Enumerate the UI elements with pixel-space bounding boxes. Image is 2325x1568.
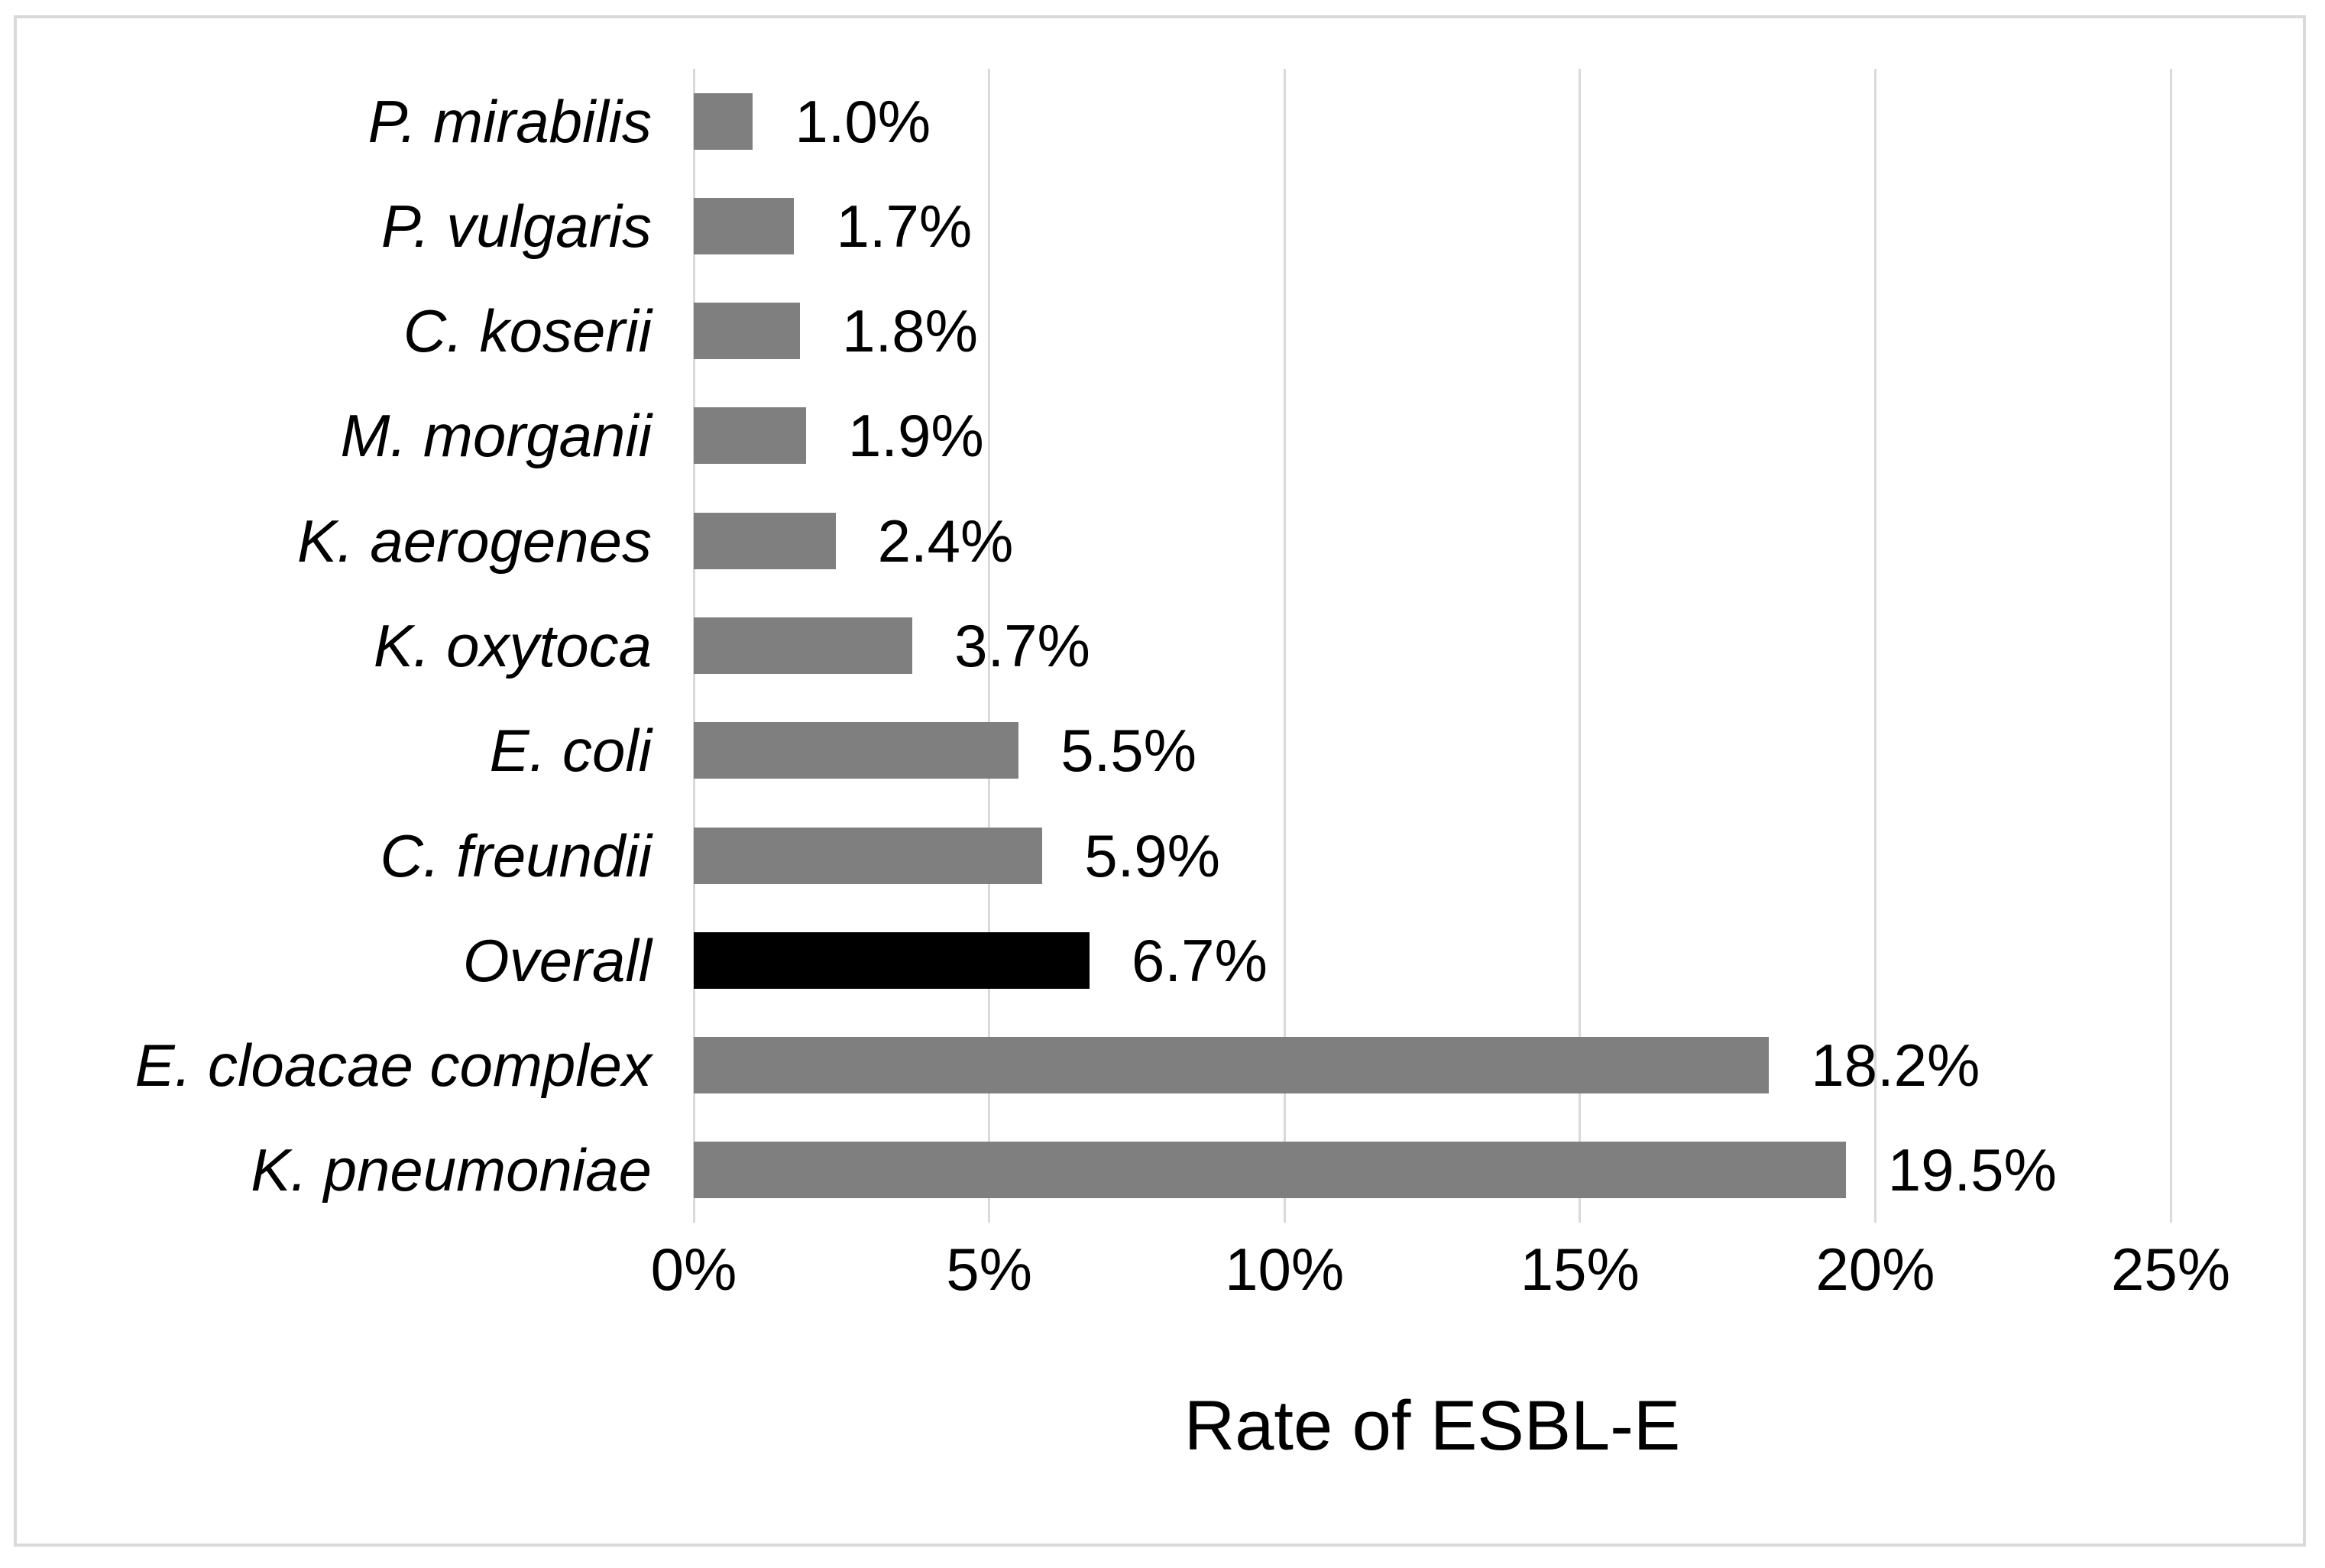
gridline-5% [988,69,991,1223]
bar-k-pneumoniae [694,1142,1846,1199]
bar-value-label-k-aerogenes: 2.4% [877,507,1014,575]
gridline-15% [1579,69,1582,1223]
bar-value-label-p-mirabilis: 1.0% [795,87,931,155]
category-label-k-aerogenes: K. aerogenes [296,507,652,575]
bar-value-label-overall: 6.7% [1132,926,1268,994]
bar-m-morganii [694,407,806,465]
category-label-m-morganii: M. morganii [340,402,652,470]
category-label-p-mirabilis: P. mirabilis [368,87,652,155]
category-label-c-freundii: C. freundii [380,821,652,889]
gridline-20% [1873,69,1877,1223]
category-label-overall: Overall [462,926,652,994]
x-axis-tick-15%: 15% [1520,1236,1640,1303]
category-label-p-vulgaris: P. vulgaris [380,192,652,260]
category-label-e-cloacae-complex: E. cloacae complex [134,1032,652,1100]
bar-row-c-freundii: 5.9% [694,803,2171,908]
bar-e-coli [694,722,1019,779]
bar-k-aerogenes [694,512,836,569]
category-label-k-pneumoniae: K. pneumoniae [251,1136,652,1204]
bar-value-label-c-freundii: 5.9% [1084,821,1220,889]
chart-frame [14,15,2306,1547]
bar-value-label-e-cloacae-complex: 18.2% [1811,1032,1980,1100]
bar-row-m-morganii: 1.9% [694,384,2171,488]
x-axis-tick-20%: 20% [1815,1236,1935,1303]
bar-value-label-m-morganii: 1.9% [847,402,984,470]
bar-row-e-coli: 5.5% [694,698,2171,803]
bar-p-mirabilis [694,92,753,150]
bar-overall [694,931,1090,989]
x-axis-title: Rate of ESBL-E [1184,1387,1681,1465]
gridline-25% [2169,69,2172,1223]
bar-row-p-mirabilis: 1.0% [694,69,2171,173]
category-label-c-koserii: C. koserii [403,297,652,365]
bar-value-label-k-pneumoniae: 19.5% [1887,1136,2057,1204]
bar-value-label-e-coli: 5.5% [1060,717,1197,785]
bar-c-koserii [694,303,801,360]
x-axis-tick-10%: 10% [1225,1236,1345,1303]
category-label-k-oxytoca: K. oxytoca [373,611,652,679]
x-axis-tick-0%: 0% [650,1236,737,1303]
y-axis-category-labels: P. mirabilis P. vulgaris C. koserii M. morg… [0,69,652,1223]
bar-row-k-oxytoca: 3.7% [694,593,2171,698]
x-axis-tick-labels: 0% 5% 10% 15% 20% 25% [651,1236,2230,1308]
plot-area: 1.0% 1.7% 1.8% 1.9% 2.4% 3.7% 5.5% 5.9% 6.7% 18.2… [692,69,2172,1223]
bar-value-label-p-vulgaris: 1.7% [836,192,973,260]
bar-row-k-pneumoniae: 19.5% [694,1118,2171,1223]
bar-row-e-cloacae-complex: 18.2% [694,1012,2171,1117]
category-label-e-coli: E. coli [489,717,652,785]
bar-k-oxytoca [694,617,913,674]
bar-p-vulgaris [694,197,795,254]
bar-e-cloacae-complex [694,1037,1770,1094]
gridline-10% [1283,69,1286,1223]
bar-row-overall: 6.7% [694,908,2171,1012]
x-axis-tick-5%: 5% [946,1236,1032,1303]
x-axis-tick-25%: 25% [2110,1236,2231,1303]
bar-row-c-koserii: 1.8% [694,279,2171,384]
bar-row-p-vulgaris: 1.7% [694,173,2171,278]
bar-row-k-aerogenes: 2.4% [694,488,2171,593]
bar-value-label-c-koserii: 1.8% [842,297,978,365]
bar-value-label-k-oxytoca: 3.7% [954,611,1090,679]
bar-c-freundii [694,827,1043,884]
